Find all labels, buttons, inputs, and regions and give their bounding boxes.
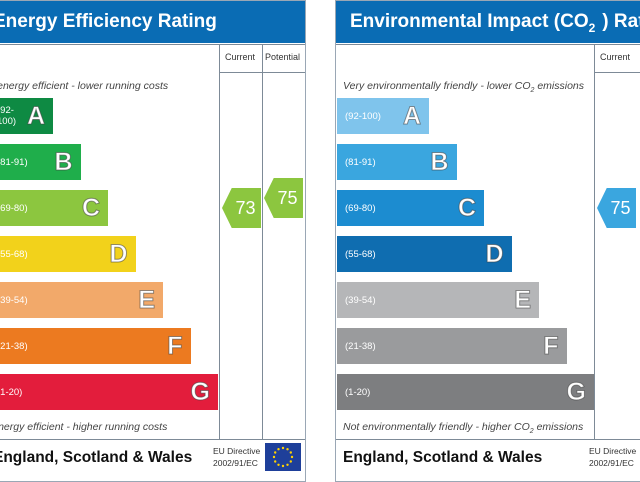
env-band-range: (55-68) — [345, 248, 376, 260]
env-band-c: (69-80) C — [337, 190, 484, 226]
energy-band-range: (39-54) — [0, 294, 28, 306]
energy-band-range: (81-91) — [0, 156, 28, 168]
energy-band-letter: G — [190, 377, 210, 406]
environment-grid: Current Very environmentally friendly - … — [336, 44, 640, 481]
energy-band-a: (92-100) A — [0, 98, 53, 134]
energy-band-range: (21-38) — [0, 340, 28, 352]
env-band-g: (1-20) G — [337, 374, 594, 410]
env-current-rating-value: 75 — [610, 197, 631, 218]
environment-chart-title: Environmental Impact (CO2) Rating — [336, 1, 640, 43]
env-band-range: (21-38) — [345, 340, 376, 352]
env-current-column-header: Current — [600, 52, 631, 62]
env-band-letter: F — [543, 331, 559, 360]
energy-band-b: (81-91) B — [0, 144, 81, 180]
env-band-letter: E — [514, 285, 532, 314]
env-current-rating-arrow: 75 — [597, 188, 636, 228]
energy-band-g: (1-20) G — [0, 374, 218, 410]
env-band-range: (69-80) — [345, 202, 376, 214]
energy-band-d: (55-68) D — [0, 236, 136, 272]
energy-band-letter: A — [26, 101, 45, 130]
current-column-header: Current — [225, 52, 256, 62]
env-band-e: (39-54) E — [337, 282, 539, 318]
env-band-range: (1-20) — [345, 386, 371, 398]
bottom-note: Not energy efficient - higher running co… — [0, 421, 168, 433]
energy-grid: Current Potential Very energy efficient … — [0, 44, 305, 481]
env-top-note: Very environmentally friendly - lower CO… — [343, 80, 585, 95]
energy-band-c: (69-80) C — [0, 190, 108, 226]
env-band-letter: A — [402, 101, 421, 130]
energy-band-e: (39-54) E — [0, 282, 163, 318]
env-band-a: (92-100) A — [337, 98, 429, 134]
eu-flag-icon — [265, 443, 301, 471]
energy-footer: England, Scotland & Wales EU Directive 2… — [0, 439, 305, 481]
footer-directive: EU Directive 2002/91/EC — [213, 446, 261, 468]
env-bottom-note: Not environmentally friendly - higher CO… — [343, 421, 584, 436]
env-band-letter: D — [485, 239, 504, 268]
energy-chart-title: Energy Efficiency Rating — [0, 1, 305, 43]
env-band-letter: B — [430, 147, 449, 176]
env-band-range: (92-100) — [345, 110, 381, 122]
potential-rating-arrow: 75 — [264, 178, 303, 218]
env-band-letter: C — [457, 193, 476, 222]
energy-band-range: (55-68) — [0, 248, 28, 260]
energy-band-letter: C — [81, 193, 100, 222]
energy-band-range: (92-100) — [0, 105, 17, 127]
environmental-impact-chart: Environmental Impact (CO2) Rating Curren… — [335, 0, 640, 482]
energy-band-range: (69-80) — [0, 202, 28, 214]
environment-footer: England, Scotland & Wales EU Directive 2… — [336, 439, 640, 481]
env-footer-country: England, Scotland & Wales — [343, 449, 543, 466]
energy-band-letter: F — [167, 331, 183, 360]
energy-band-letter: B — [54, 147, 73, 176]
env-band-range: (81-91) — [345, 156, 376, 168]
env-band-f: (21-38) F — [337, 328, 567, 364]
env-band-d: (55-68) D — [337, 236, 512, 272]
env-band-b: (81-91) B — [337, 144, 457, 180]
footer-country: England, Scotland & Wales — [0, 449, 193, 466]
env-band-letter: G — [566, 377, 586, 406]
energy-efficiency-chart: Energy Efficiency Rating Current Potenti… — [0, 0, 306, 482]
energy-band-letter: D — [109, 239, 128, 268]
top-note: Very energy efficient - lower running co… — [0, 80, 169, 92]
env-band-range: (39-54) — [345, 294, 376, 306]
current-rating-value: 73 — [235, 197, 256, 218]
energy-band-f: (21-38) F — [0, 328, 191, 364]
env-footer-directive: EU Directive 2002/91/EC — [589, 446, 637, 468]
current-rating-arrow: 73 — [222, 188, 261, 228]
potential-column-header: Potential — [265, 52, 301, 62]
energy-band-range: (1-20) — [0, 386, 23, 398]
potential-rating-value: 75 — [277, 187, 298, 208]
energy-band-letter: E — [138, 285, 156, 314]
